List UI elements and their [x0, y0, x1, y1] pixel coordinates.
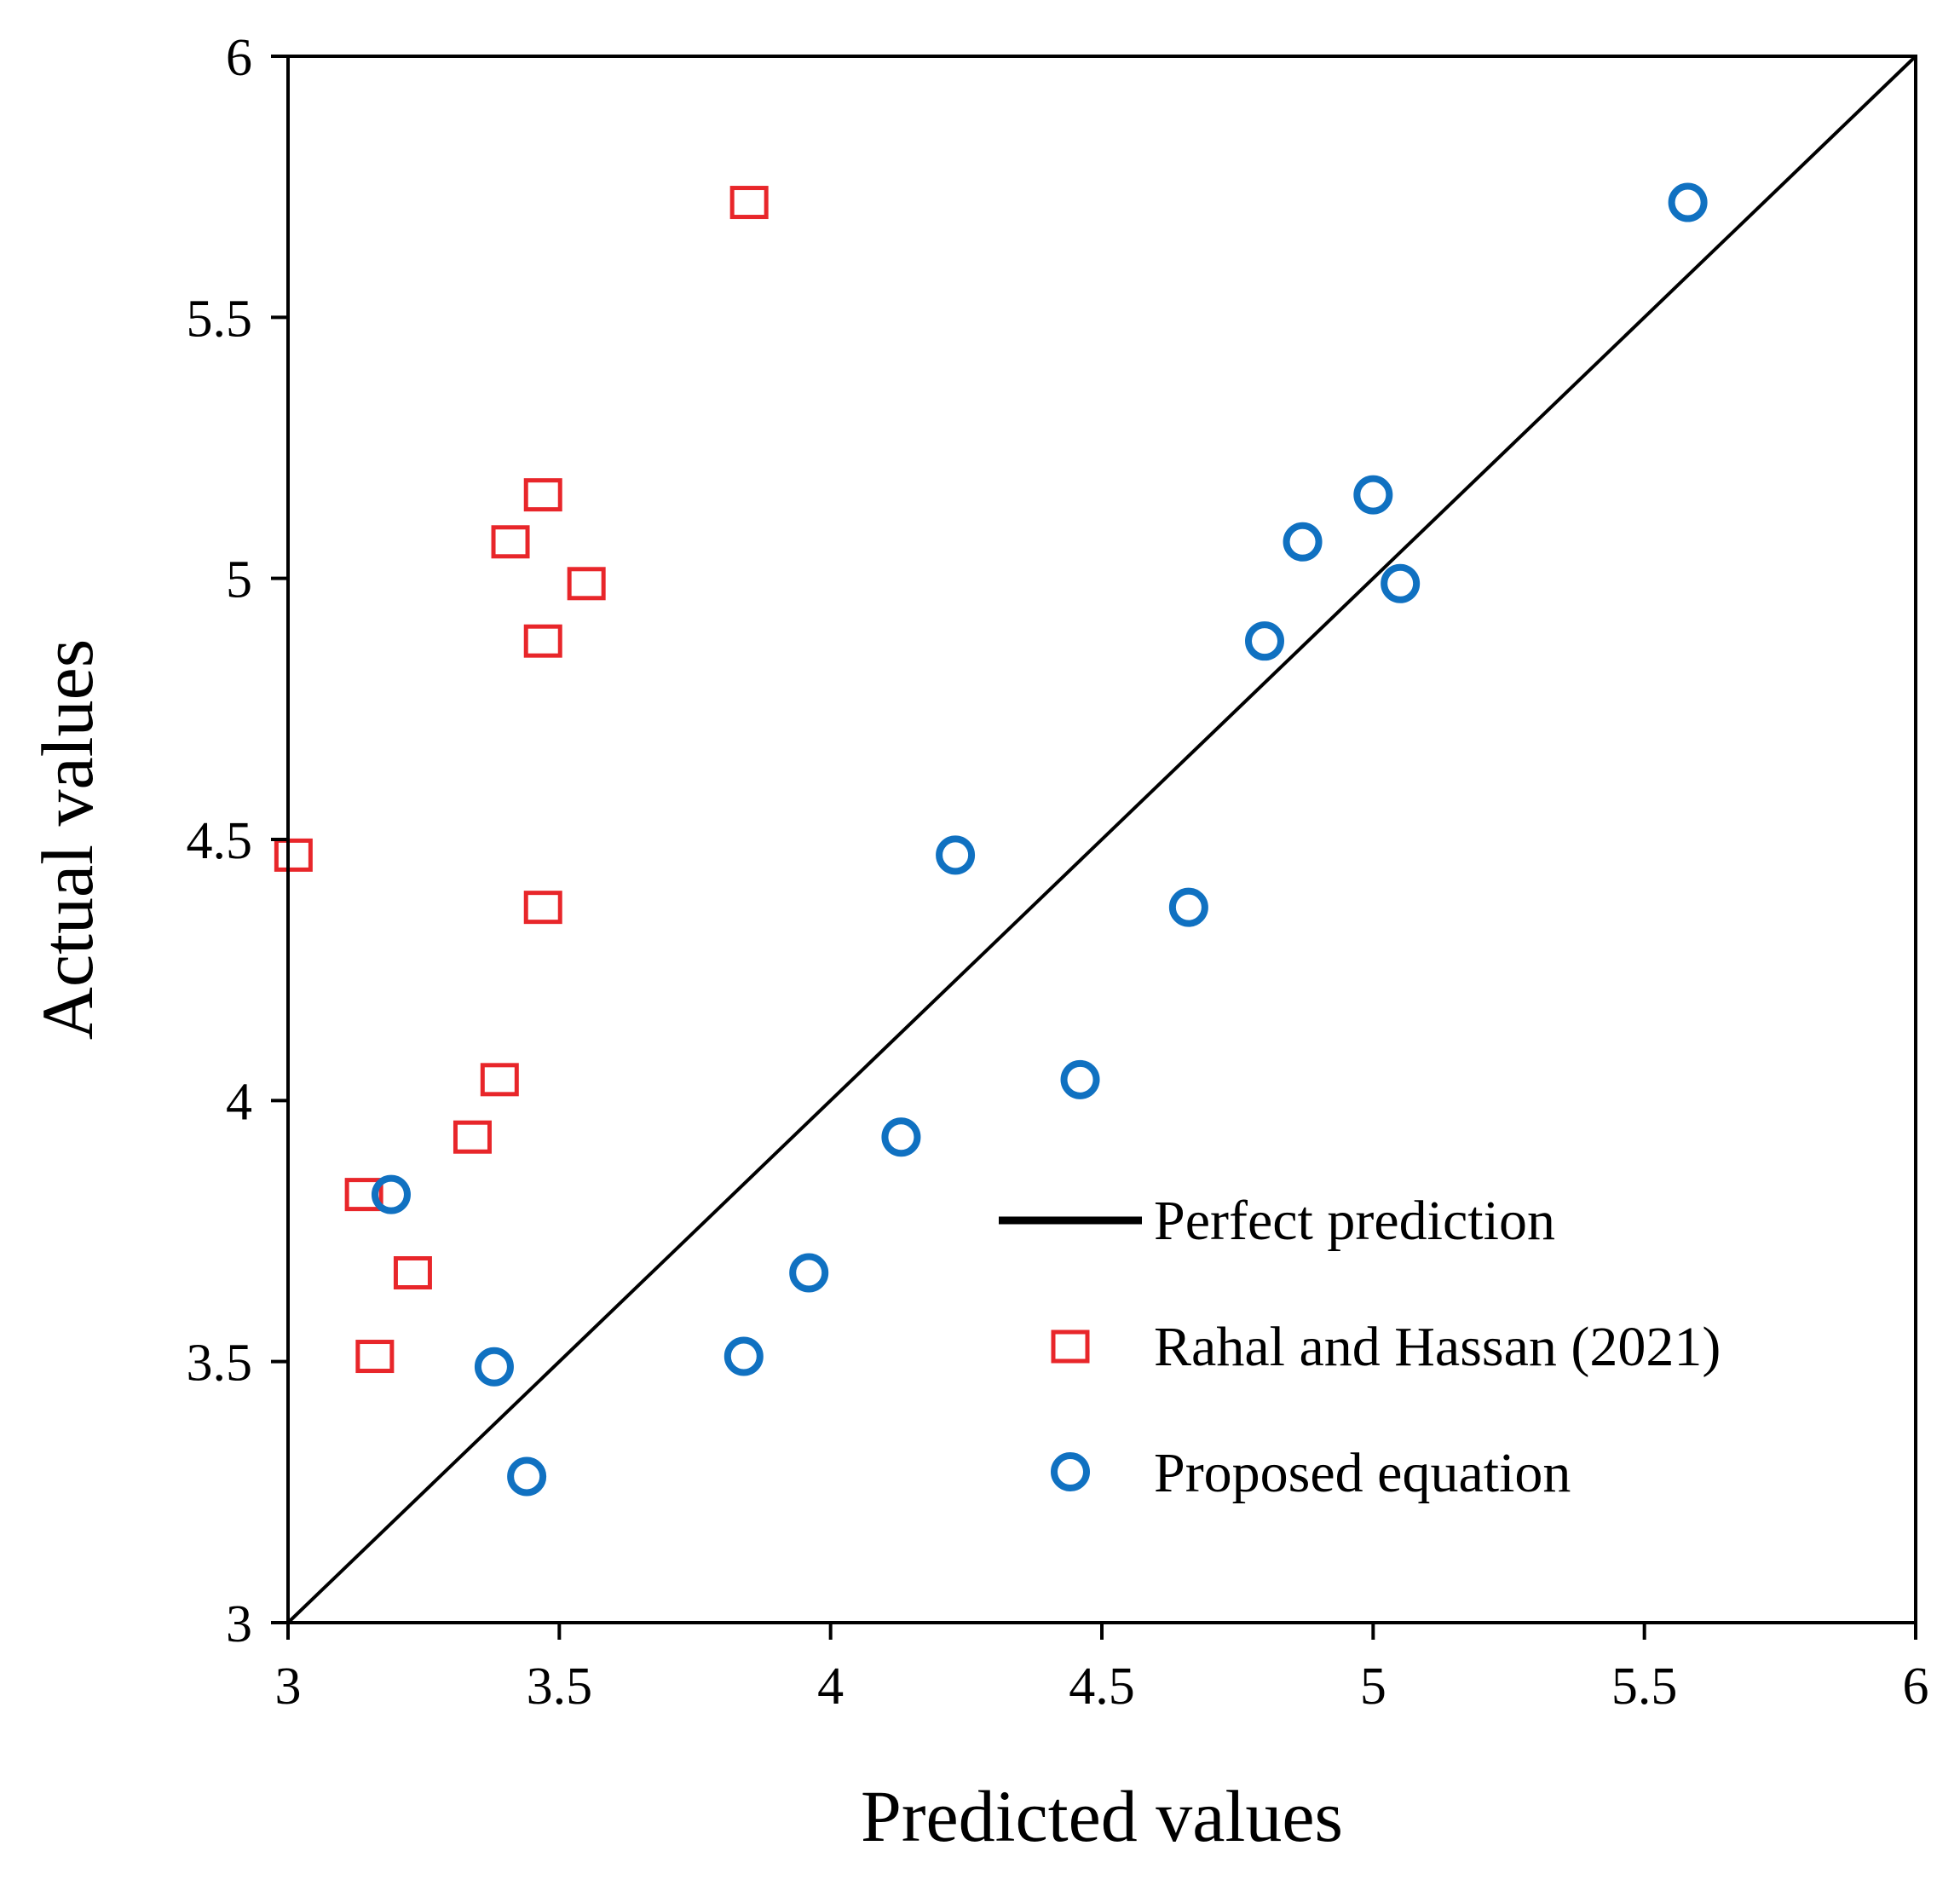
- series-circle-group: [371, 182, 1708, 1497]
- proposed-equation-point: [474, 1347, 514, 1387]
- x-tick-label: 5: [1360, 1658, 1386, 1716]
- legend-label-perfect-prediction: Perfect prediction: [1154, 1190, 1555, 1252]
- proposed-equation-point: [1668, 182, 1708, 222]
- proposed-equation-point: [723, 1336, 764, 1376]
- y-tick-label: 5.5: [187, 290, 253, 348]
- rahal-hassan-point: [344, 1178, 383, 1212]
- proposed-equation-point: [1381, 563, 1421, 603]
- rahal-hassan-point: [523, 478, 562, 512]
- y-tick-label: 4.5: [187, 812, 253, 870]
- proposed-equation-point: [881, 1117, 921, 1157]
- x-tick-label: 4: [817, 1658, 844, 1716]
- rahal-hassan-point: [491, 525, 530, 559]
- rahal-hassan-point: [393, 1256, 432, 1290]
- x-axis-ticks: 3 3.5 4 4.5 5 5.5 6: [275, 1623, 1929, 1716]
- proposed-equation-point: [1245, 621, 1284, 661]
- proposed-equation-point: [1168, 887, 1208, 927]
- y-tick-label: 6: [226, 29, 252, 87]
- perfect-prediction-line: [286, 55, 1917, 1624]
- rahal-hassan-point: [453, 1120, 492, 1154]
- proposed-equation-point: [1283, 522, 1323, 562]
- rahal-hassan-point: [729, 186, 769, 220]
- x-tick-label: 6: [1903, 1658, 1929, 1716]
- legend-circle-swatch: [1051, 1452, 1090, 1491]
- proposed-equation-point: [936, 835, 976, 875]
- y-tick-label: 3: [226, 1595, 252, 1653]
- reference-line-layer: [286, 55, 1917, 1624]
- x-tick-label: 3: [275, 1658, 302, 1716]
- rahal-hassan-point: [480, 1063, 519, 1097]
- rahal-hassan-point: [274, 838, 313, 872]
- x-tick-label: 4.5: [1069, 1658, 1135, 1716]
- legend: Perfect prediction Rahal and Hassan (202…: [999, 1190, 1721, 1504]
- proposed-equation-point: [371, 1174, 411, 1214]
- y-tick-label: 5: [226, 551, 252, 609]
- legend-label-proposed-equation: Proposed equation: [1154, 1442, 1571, 1504]
- rahal-hassan-point: [523, 891, 562, 925]
- proposed-equation-point: [507, 1456, 547, 1497]
- proposed-equation-point: [1353, 475, 1393, 515]
- y-tick-label: 3.5: [187, 1335, 253, 1393]
- series-square-group: [274, 186, 769, 1374]
- x-tick-label: 5.5: [1611, 1658, 1678, 1716]
- legend-label-rahal-and-hassan: Rahal and Hassan (2021): [1154, 1316, 1721, 1378]
- y-tick-label: 4: [226, 1073, 252, 1131]
- rahal-hassan-point: [523, 624, 562, 658]
- legend-square-swatch: [1051, 1329, 1090, 1364]
- y-axis-title: Actual values: [26, 639, 108, 1040]
- rahal-hassan-point: [355, 1340, 395, 1374]
- x-tick-label: 3.5: [527, 1658, 593, 1716]
- rahal-hassan-point: [567, 567, 606, 601]
- points-layer: [274, 182, 1708, 1497]
- x-axis-title: Predicted values: [861, 1775, 1343, 1857]
- proposed-equation-point: [789, 1253, 829, 1293]
- proposed-equation-point: [1060, 1059, 1100, 1099]
- y-axis-ticks: 3 3.5 4 4.5 5 5.5 6: [187, 29, 288, 1653]
